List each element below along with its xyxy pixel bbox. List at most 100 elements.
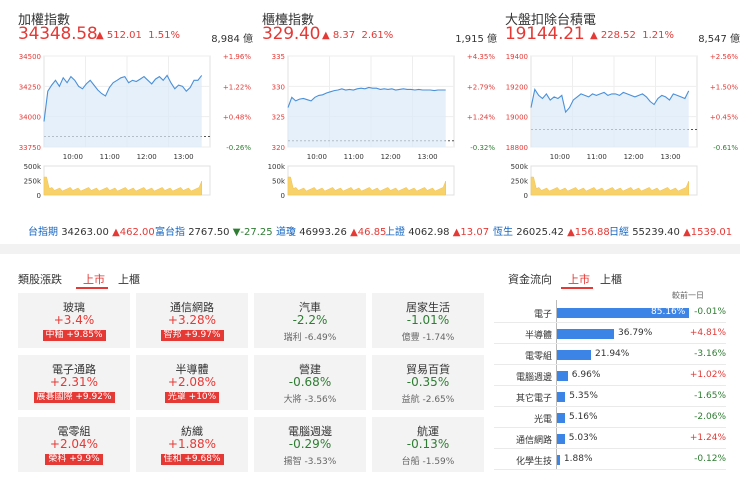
flow-change: +1.02% bbox=[689, 370, 726, 380]
tab-flow-otc[interactable]: 上櫃 bbox=[600, 273, 622, 286]
sector-name: 玻璃 bbox=[63, 301, 85, 314]
sector-name: 半導體 bbox=[175, 363, 209, 376]
volume-tick-label: 0 bbox=[281, 192, 285, 200]
flow-bar[interactable] bbox=[557, 308, 689, 318]
index-volume: 8,547 億 bbox=[698, 34, 740, 45]
global-ticker-row: 台指期 34263.00 ▲462.00 富台指 2767.50 ▼-27.25… bbox=[28, 223, 734, 238]
sector-card[interactable]: 電零組 +2.04% 榮科 +9.9% bbox=[18, 417, 130, 472]
tab-otc[interactable]: 上櫃 bbox=[118, 273, 140, 286]
volume-tick-label: 250k bbox=[511, 178, 529, 186]
y-tick-label: 335 bbox=[272, 53, 285, 61]
ticker-item[interactable]: 富台指 2767.50 ▼-27.25 bbox=[155, 227, 273, 238]
top-stock[interactable]: 大將 -3.56% bbox=[283, 395, 337, 405]
flow-value: 6.96% bbox=[571, 370, 601, 380]
flow-bar[interactable] bbox=[557, 371, 568, 381]
sector-name: 通信網路 bbox=[170, 301, 214, 314]
limit-up-badge: 佳和 +9.68% bbox=[160, 454, 224, 465]
flow-bar[interactable] bbox=[557, 392, 566, 402]
pct-tick-label: -0.61% bbox=[713, 144, 738, 152]
pct-tick-label: +1.96% bbox=[223, 53, 251, 61]
x-tick-label: 10:00 bbox=[550, 153, 570, 161]
flow-row-separator bbox=[494, 385, 726, 386]
top-stock[interactable]: 榮科 +9.9% bbox=[18, 454, 130, 465]
top-stock[interactable]: 台船 -1.59% bbox=[401, 457, 455, 467]
top-stock[interactable]: 億豐 -1.74% bbox=[401, 333, 455, 343]
ticker-item[interactable]: 恆生 26025.42 ▲156.88 bbox=[493, 227, 610, 238]
sector-change: +3.28% bbox=[167, 313, 217, 327]
sector-card[interactable]: 半導體 +2.08% 光罩 +10% bbox=[136, 355, 248, 410]
sector-card[interactable]: 玻璃 +3.4% 中釉 +9.85% bbox=[18, 293, 130, 348]
ticker-item[interactable]: 上證 4062.98 ▲13.07 bbox=[385, 227, 490, 238]
index-change: ▲ 228.52 1.21% bbox=[590, 30, 675, 41]
y-tick-label: 330 bbox=[272, 83, 285, 91]
flow-category-label: 電子 bbox=[533, 310, 552, 320]
tab-flow-listed[interactable]: 上市 bbox=[568, 273, 590, 286]
sector-change: +2.31% bbox=[49, 375, 99, 389]
index-change: ▲ 8.37 2.61% bbox=[322, 30, 394, 41]
flow-value: 1.88% bbox=[563, 454, 593, 464]
x-tick-label: 13:00 bbox=[417, 153, 437, 161]
sector-card[interactable]: 營建 -0.68% 大將 -3.56% bbox=[254, 355, 366, 410]
volume-area bbox=[287, 176, 446, 196]
index-name: 大盤扣除台積電 bbox=[505, 13, 597, 28]
flow-change: -0.01% bbox=[694, 307, 726, 317]
sector-change: -0.68% bbox=[288, 375, 332, 389]
top-stock[interactable]: 展碁國際 +9.92% bbox=[18, 392, 130, 403]
sector-card[interactable]: 汽車 -2.2% 瑞利 -6.49% bbox=[254, 293, 366, 348]
index-name: 櫃檯指數 bbox=[262, 13, 315, 28]
flow-category-label: 光電 bbox=[533, 415, 552, 425]
flow-change: -2.06% bbox=[694, 412, 726, 422]
top-stock[interactable]: 中釉 +9.85% bbox=[18, 330, 130, 341]
top-stock[interactable]: 智邦 +9.97% bbox=[136, 330, 248, 341]
top-stock[interactable]: 瑞利 -6.49% bbox=[283, 333, 337, 343]
flow-change: +1.24% bbox=[689, 433, 726, 443]
ticker-item[interactable]: 台指期 34263.00 ▲462.00 bbox=[28, 227, 155, 238]
volume-tick-label: 0 bbox=[524, 192, 528, 200]
flow-bar[interactable] bbox=[557, 413, 565, 423]
top-stock[interactable]: 佳和 +9.68% bbox=[136, 454, 248, 465]
sector-name: 電腦週邊 bbox=[288, 425, 332, 438]
flow-row-separator bbox=[494, 448, 726, 449]
flow-row-separator bbox=[494, 406, 726, 407]
y-tick-label: 34000 bbox=[19, 114, 41, 122]
flow-bar[interactable] bbox=[557, 455, 560, 465]
sector-card[interactable]: 居家生活 -1.01% 億豐 -1.74% bbox=[372, 293, 484, 348]
sector-name: 紡織 bbox=[181, 425, 203, 438]
top-stock[interactable]: 揚智 -3.53% bbox=[283, 457, 337, 467]
top-stock[interactable]: 益航 -2.65% bbox=[401, 395, 455, 405]
flow-value: 5.16% bbox=[568, 412, 598, 422]
flow-bar[interactable] bbox=[557, 350, 591, 360]
index-panel-taiex[interactable]: 加權指數 34348.58 ▲ 512.01 1.51% 8,984 億 345… bbox=[18, 0, 253, 210]
pct-tick-label: +2.79% bbox=[467, 83, 495, 91]
tab-listed[interactable]: 上市 bbox=[83, 273, 105, 286]
ticker-item[interactable]: 日經 55239.40 ▲1539.01 bbox=[609, 227, 733, 238]
ticker-item[interactable]: 道瓊 46993.26 ▲46.85 bbox=[276, 227, 387, 238]
sector-card[interactable]: 通信網路 +3.28% 智邦 +9.97% bbox=[136, 293, 248, 348]
sector-change: -0.29% bbox=[288, 437, 332, 451]
flow-category-label: 化學生技 bbox=[515, 457, 552, 467]
flow-row-separator bbox=[494, 427, 726, 428]
index-panel-ex-tsmc[interactable]: 大盤扣除台積電 19144.21 ▲ 228.52 1.21% 8,547 億 … bbox=[505, 0, 740, 210]
sector-change: -0.35% bbox=[406, 375, 450, 389]
sector-card[interactable]: 貿易百貨 -0.35% 益航 -2.65% bbox=[372, 355, 484, 410]
pct-tick-label: -0.26% bbox=[226, 144, 251, 152]
volume-tick-label: 50k bbox=[272, 178, 286, 186]
flow-bar[interactable] bbox=[557, 434, 565, 444]
x-tick-label: 13:00 bbox=[173, 153, 193, 161]
top-stock[interactable]: 光罩 +10% bbox=[136, 392, 248, 403]
price-line bbox=[287, 86, 446, 108]
volume-tick-label: 250k bbox=[24, 178, 42, 186]
index-chart: 34500 34250 34000 33750 +1.96% +1.22% +0.48% -0… bbox=[19, 53, 252, 200]
sector-card[interactable]: 紡織 +1.88% 佳和 +9.68% bbox=[136, 417, 248, 472]
flow-row-separator bbox=[494, 343, 726, 344]
sector-change: -2.2% bbox=[292, 313, 328, 327]
x-tick-label: 10:00 bbox=[63, 153, 83, 161]
sector-card[interactable]: 航運 -0.13% 台船 -1.59% bbox=[372, 417, 484, 472]
pct-tick-label: +0.45% bbox=[710, 114, 738, 122]
sector-card[interactable]: 電子通路 +2.31% 展碁國際 +9.92% bbox=[18, 355, 130, 410]
sector-card[interactable]: 電腦週邊 -0.29% 揚智 -3.53% bbox=[254, 417, 366, 472]
tab-active-indicator bbox=[561, 287, 593, 289]
flow-bar[interactable] bbox=[557, 329, 614, 339]
index-panel-otc[interactable]: 櫃檯指數 329.40 ▲ 8.37 2.61% 1,915 億 335 330 3… bbox=[262, 0, 497, 210]
flow-category-label: 通信網路 bbox=[515, 436, 552, 446]
